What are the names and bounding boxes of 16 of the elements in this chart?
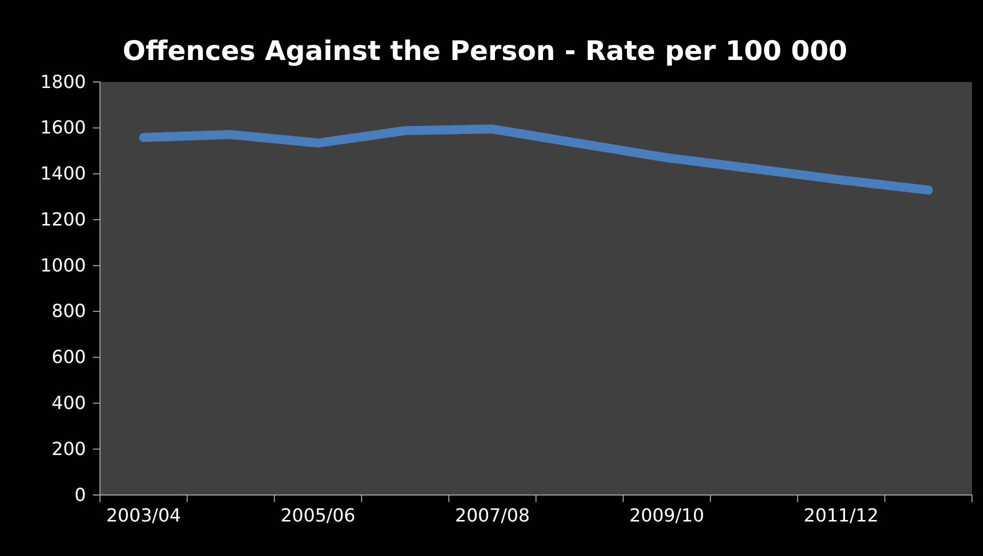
x-tick-label: 2011/12 (804, 505, 879, 526)
y-tick-label: 1400 (40, 164, 86, 185)
y-tick-label: 600 (52, 347, 86, 368)
y-tick-label: 800 (52, 301, 86, 322)
x-tick-label: 2003/04 (106, 505, 181, 526)
x-tick-label: 2007/08 (455, 505, 530, 526)
y-tick-label: 200 (52, 438, 86, 460)
y-tick-label: 0 (74, 484, 86, 506)
y-tick-label: 400 (52, 392, 86, 414)
chart-title: Offences Against the Person - Rate per 100 000 (122, 36, 848, 67)
y-tick-label: 1800 (40, 72, 86, 93)
x-tick-label: 2005/06 (280, 505, 356, 526)
y-tick-label: 1200 (40, 209, 86, 230)
y-tick-label: 1000 (40, 255, 86, 276)
y-tick-label: 1600 (40, 118, 86, 139)
x-tick-label: 2009/10 (629, 505, 704, 526)
